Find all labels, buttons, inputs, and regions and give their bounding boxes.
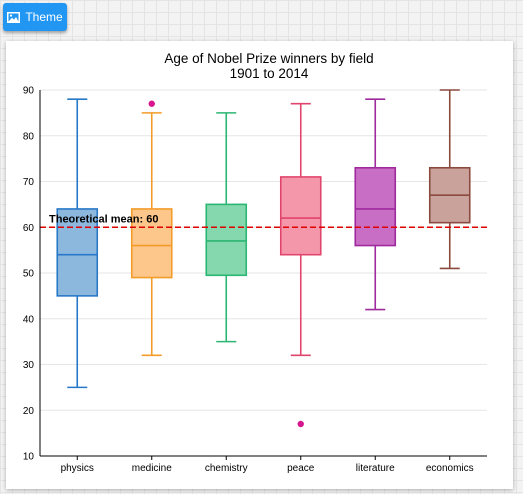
y-tick-label: 30 — [23, 360, 35, 371]
y-tick-label: 60 — [23, 223, 35, 234]
x-tick-label: medicine — [132, 463, 172, 474]
y-tick-label: 50 — [23, 269, 35, 280]
outlier-point — [297, 420, 304, 428]
box-physics — [56, 98, 99, 389]
x-tick-label: peace — [287, 463, 315, 474]
box-iqr — [279, 176, 322, 256]
theme-button[interactable]: Theme — [3, 3, 67, 31]
y-tick-label: 80 — [23, 131, 35, 142]
chart-title: Age of Nobel Prize winners by field — [164, 51, 373, 66]
x-tick-label: chemistry — [205, 463, 248, 474]
y-tick-label: 40 — [23, 314, 35, 325]
x-tick-label: literature — [356, 463, 395, 474]
y-tick-label: 90 — [23, 86, 35, 97]
box-iqr — [56, 208, 99, 297]
box-literature — [354, 98, 397, 311]
box-iqr — [354, 166, 397, 247]
box-iqr — [205, 203, 248, 277]
y-tick-label: 70 — [23, 177, 35, 188]
boxplot-chart: Age of Nobel Prize winners by field 1901… — [23, 51, 487, 474]
box-medicine — [130, 100, 173, 357]
mean-line-label: Theoretical mean: 60 — [49, 213, 158, 225]
box-economics — [428, 89, 471, 270]
box-iqr — [130, 208, 173, 279]
chart-subtitle: 1901 to 2014 — [230, 66, 309, 81]
y-tick-label: 10 — [23, 452, 35, 463]
chart-card: Age of Nobel Prize winners by field 1901… — [6, 41, 513, 489]
y-tick-label: 20 — [23, 406, 35, 417]
x-tick-label: physics — [61, 463, 94, 474]
x-tick-label: economics — [426, 463, 474, 474]
theme-button-label: Theme — [25, 10, 63, 24]
image-icon — [7, 11, 21, 23]
box-peace — [279, 102, 322, 428]
box-chemistry — [205, 112, 248, 343]
outlier-point — [148, 100, 155, 107]
